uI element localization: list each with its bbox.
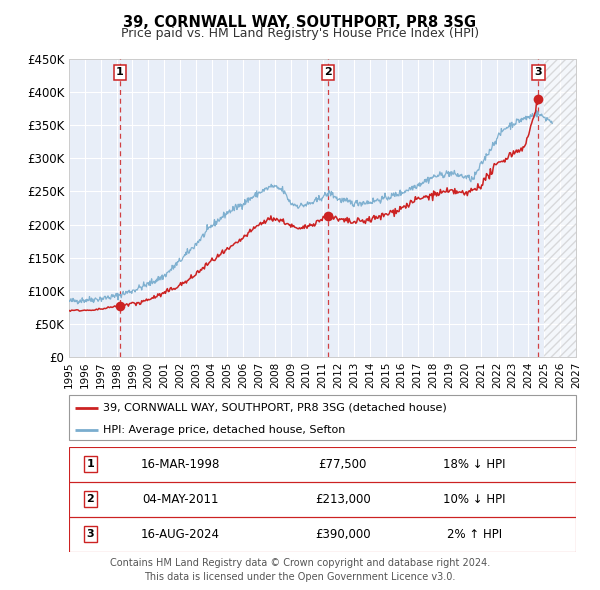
Text: 10% ↓ HPI: 10% ↓ HPI	[443, 493, 506, 506]
Text: 2: 2	[324, 67, 332, 77]
Text: HPI: Average price, detached house, Sefton: HPI: Average price, detached house, Seft…	[103, 425, 346, 435]
Text: 16-AUG-2024: 16-AUG-2024	[141, 527, 220, 540]
Text: This data is licensed under the Open Government Licence v3.0.: This data is licensed under the Open Gov…	[145, 572, 455, 582]
Text: 1: 1	[116, 67, 124, 77]
Bar	[544, 59, 576, 357]
Text: 2: 2	[86, 494, 94, 504]
Text: 3: 3	[86, 529, 94, 539]
Text: £390,000: £390,000	[315, 527, 371, 540]
Text: 39, CORNWALL WAY, SOUTHPORT, PR8 3SG (detached house): 39, CORNWALL WAY, SOUTHPORT, PR8 3SG (de…	[103, 403, 447, 412]
Text: 04-MAY-2011: 04-MAY-2011	[142, 493, 219, 506]
Bar	[69, 447, 576, 481]
Bar	[69, 481, 576, 517]
Text: 2% ↑ HPI: 2% ↑ HPI	[447, 527, 502, 540]
Text: Price paid vs. HM Land Registry's House Price Index (HPI): Price paid vs. HM Land Registry's House …	[121, 27, 479, 40]
Text: £213,000: £213,000	[315, 493, 371, 506]
Text: 18% ↓ HPI: 18% ↓ HPI	[443, 458, 506, 471]
Text: 3: 3	[535, 67, 542, 77]
Text: 1: 1	[86, 459, 94, 469]
Text: 39, CORNWALL WAY, SOUTHPORT, PR8 3SG: 39, CORNWALL WAY, SOUTHPORT, PR8 3SG	[124, 15, 476, 30]
Text: Contains HM Land Registry data © Crown copyright and database right 2024.: Contains HM Land Registry data © Crown c…	[110, 558, 490, 568]
Bar	[69, 517, 576, 552]
Text: £77,500: £77,500	[319, 458, 367, 471]
Text: 16-MAR-1998: 16-MAR-1998	[141, 458, 220, 471]
